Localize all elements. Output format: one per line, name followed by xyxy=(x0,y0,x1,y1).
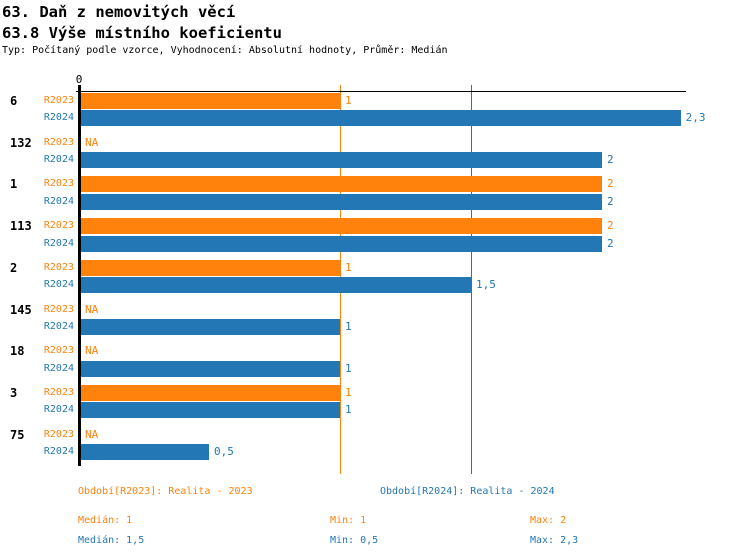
series-label-r2024: R2024 xyxy=(43,446,74,457)
na-label-r2023: NA xyxy=(85,302,99,316)
bar-value-label-r2023: 1 xyxy=(345,94,352,107)
bar-value-label-r2024: 1 xyxy=(345,361,352,375)
stat-median-r2023: Medián: 1 xyxy=(78,515,133,526)
bar-r2024 xyxy=(81,193,602,210)
series-label-r2023: R2023 xyxy=(43,220,74,232)
bar-value-label-r2024: 2 xyxy=(607,194,614,208)
series-label-r2024: R2024 xyxy=(43,237,74,249)
bar-value-label-r2024: 1 xyxy=(345,403,352,417)
bar-r2024 xyxy=(81,360,340,377)
bar-value-label-r2024: 2 xyxy=(607,236,614,250)
series-label-r2024: R2024 xyxy=(43,320,74,332)
bar-r2023 xyxy=(81,259,340,276)
series-label-r2023: R2023 xyxy=(43,428,74,440)
series-label-r2023: R2023 xyxy=(43,95,74,106)
bar-r2024 xyxy=(81,318,340,335)
bar-r2024 xyxy=(81,402,340,419)
series-label-r2024: R2024 xyxy=(43,112,74,124)
bar-r2024 xyxy=(81,444,209,460)
bar-r2024 xyxy=(81,110,681,127)
series-label-r2023: R2023 xyxy=(43,261,74,273)
series-label-r2024: R2024 xyxy=(43,154,74,166)
row-category-label: 145 xyxy=(10,302,32,317)
chart-meta-line: Typ: Počítaný podle vzorce, Vyhodnocení:… xyxy=(2,45,448,56)
bar-r2024 xyxy=(81,277,471,294)
series-label-r2023: R2023 xyxy=(43,178,74,190)
bar-r2024 xyxy=(81,235,602,252)
bar-value-label-r2024: 2 xyxy=(607,153,614,167)
bar-value-label-r2023: 2 xyxy=(607,219,614,233)
x-axis-line xyxy=(76,91,686,92)
na-label-r2023: NA xyxy=(85,427,99,441)
stat-max-r2023: Max: 2 xyxy=(530,515,567,526)
bar-r2024 xyxy=(81,152,602,169)
row-category-label: 18 xyxy=(10,344,25,359)
x-axis-zero-label: 0 xyxy=(75,73,83,86)
legend-r2023: Období[R2023]: Realita - 2023 xyxy=(78,486,253,497)
bar-value-label-r2024: 1 xyxy=(345,319,352,333)
chart-subtitle: 63.8 Výše místního koeficientu xyxy=(2,24,282,42)
bar-r2023 xyxy=(81,218,602,235)
bar-value-label-r2023: 1 xyxy=(345,385,352,399)
bar-r2023 xyxy=(81,384,340,401)
stat-min-r2024: Min: 0,5 xyxy=(330,535,379,546)
bar-value-label-r2024: 1,5 xyxy=(476,278,496,292)
row-category-label: 3 xyxy=(10,385,18,400)
row-category-label: 113 xyxy=(10,219,32,234)
y-axis-line xyxy=(78,85,81,466)
row-category-label: 6 xyxy=(10,94,18,108)
bar-value-label-r2024: 0,5 xyxy=(214,445,234,458)
stat-max-r2024: Max: 2,3 xyxy=(530,535,579,546)
series-label-r2023: R2023 xyxy=(43,136,74,148)
series-label-r2023: R2023 xyxy=(43,303,74,315)
series-label-r2024: R2024 xyxy=(43,362,74,374)
na-label-r2023: NA xyxy=(85,135,99,149)
bar-r2023 xyxy=(81,93,340,109)
series-label-r2024: R2024 xyxy=(43,404,74,416)
stat-min-r2023: Min: 1 xyxy=(330,515,367,526)
series-label-r2024: R2024 xyxy=(43,279,74,291)
bar-value-label-r2023: 2 xyxy=(607,177,614,191)
row-category-label: 132 xyxy=(10,135,32,150)
bar-value-label-r2023: 1 xyxy=(345,260,352,274)
row-category-label: 1 xyxy=(10,177,18,192)
series-label-r2024: R2024 xyxy=(43,195,74,207)
na-label-r2023: NA xyxy=(85,344,99,358)
row-category-label: 2 xyxy=(10,260,18,275)
stat-median-r2024: Medián: 1,5 xyxy=(78,535,145,546)
legend-r2024: Období[R2024]: Realita - 2024 xyxy=(380,486,555,497)
bar-value-label-r2024: 2,3 xyxy=(685,111,706,125)
series-label-r2023: R2023 xyxy=(43,345,74,357)
bar-r2023 xyxy=(81,176,602,193)
row-category-label: 75 xyxy=(10,427,25,442)
chart-title: 63. Daň z nemovitých věcí xyxy=(2,3,236,21)
median-line-r2024 xyxy=(471,85,472,474)
series-label-r2023: R2023 xyxy=(43,386,74,398)
